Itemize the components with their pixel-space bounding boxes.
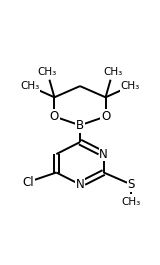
Text: CH₃: CH₃: [38, 67, 57, 77]
Text: B: B: [76, 119, 84, 132]
Text: S: S: [128, 178, 135, 191]
Text: O: O: [50, 110, 59, 123]
Text: CH₃: CH₃: [122, 197, 141, 207]
Text: Cl: Cl: [22, 176, 34, 189]
Text: CH₃: CH₃: [121, 81, 140, 91]
Text: N: N: [99, 148, 108, 161]
Text: N: N: [76, 178, 84, 191]
Text: CH₃: CH₃: [103, 67, 122, 77]
Text: O: O: [101, 110, 110, 123]
Text: CH₃: CH₃: [20, 81, 39, 91]
